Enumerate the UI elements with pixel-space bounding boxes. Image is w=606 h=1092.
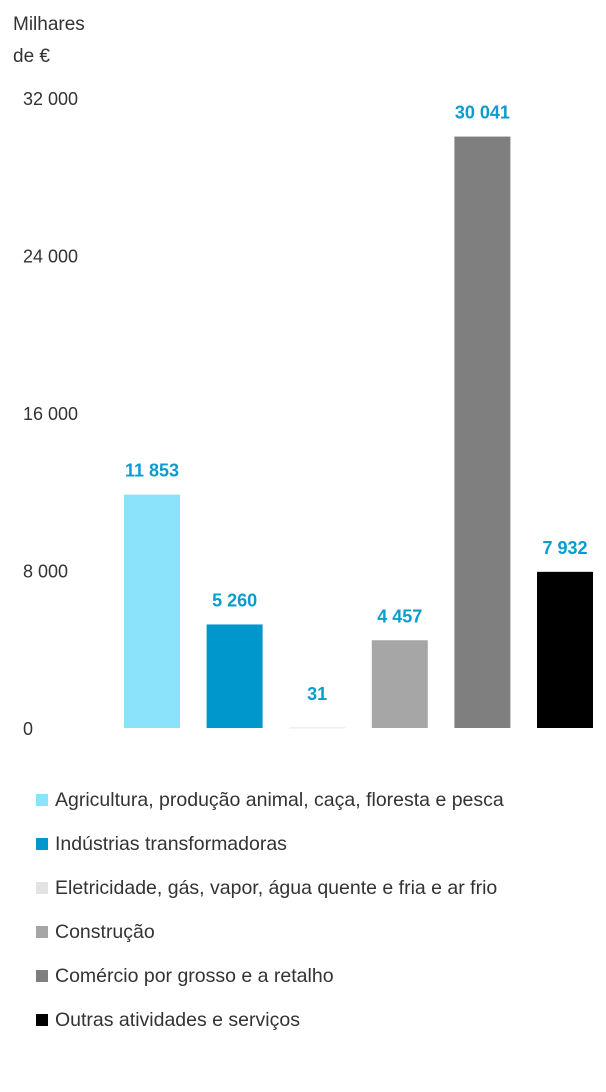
legend-swatch xyxy=(36,1014,48,1026)
legend-swatch xyxy=(36,838,48,850)
y-tick-label: 32 000 xyxy=(23,89,78,109)
bar xyxy=(124,494,180,728)
legend-item: Construção xyxy=(36,910,504,954)
legend-label: Agricultura, produção animal, caça, flor… xyxy=(55,788,504,811)
bar xyxy=(537,571,593,728)
bar-value-label: 11 853 xyxy=(125,461,179,481)
y-unit-label-line-1: Milhares xyxy=(13,14,85,35)
y-axis-ticks: 0 8 000 16 000 24 000 32 000 xyxy=(23,89,78,739)
y-tick-label: 0 xyxy=(23,719,33,739)
y-tick-label: 16 000 xyxy=(23,404,78,424)
legend-item: Eletricidade, gás, vapor, água quente e … xyxy=(36,866,504,910)
legend-item: Indústrias transformadoras xyxy=(36,822,504,866)
bar-value-label: 5 260 xyxy=(212,590,257,610)
legend-label: Outras atividades e serviços xyxy=(55,1008,300,1031)
legend-label: Comércio por grosso e a retalho xyxy=(55,964,334,987)
bar xyxy=(454,136,511,728)
bar xyxy=(371,640,428,728)
bar xyxy=(289,727,346,729)
bar-chart: Milhares de € 0 8 000 16 000 24 000 32 000 1… xyxy=(13,14,593,739)
legend-label: Construção xyxy=(55,920,155,943)
bar-value-label: 4 457 xyxy=(377,606,422,626)
legend-item: Agricultura, produção animal, caça, flor… xyxy=(36,778,504,822)
legend-swatch xyxy=(36,882,48,894)
legend-swatch xyxy=(36,794,48,806)
bar-value-label: 30 041 xyxy=(455,103,510,123)
legend-item: Comércio por grosso e a retalho xyxy=(36,954,504,998)
y-tick-label: 8 000 xyxy=(23,562,68,582)
legend-label: Eletricidade, gás, vapor, água quente e … xyxy=(55,876,498,899)
y-tick-label: 24 000 xyxy=(23,247,78,267)
bar xyxy=(206,624,263,728)
value-labels: 11 853 5 260 31 4 457 30 041 7 932 xyxy=(125,103,588,704)
legend-item: Outras atividades e serviços xyxy=(36,998,504,1042)
legend-label: Indústrias transformadoras xyxy=(55,832,287,855)
y-unit-label-line-2: de € xyxy=(13,46,50,67)
legend-swatch xyxy=(36,926,48,938)
bar-value-label: 31 xyxy=(307,684,327,704)
bar-value-label: 7 932 xyxy=(542,538,587,558)
legend: Agricultura, produção animal, caça, flor… xyxy=(36,778,504,1042)
legend-swatch xyxy=(36,970,48,982)
bars xyxy=(124,136,593,729)
